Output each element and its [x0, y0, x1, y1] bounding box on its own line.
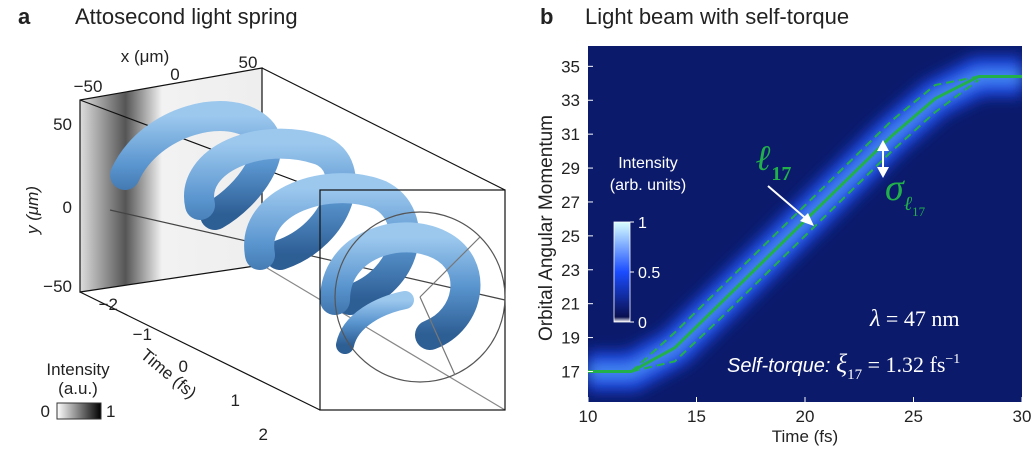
axis-label: y (μm)	[23, 186, 42, 235]
colorbar-label: Intensity	[46, 360, 110, 379]
colorbar-tick: 0	[41, 402, 50, 421]
y-tick-label: 33	[561, 91, 580, 110]
spring-loop	[110, 101, 282, 230]
annotation-part: λ	[869, 306, 880, 332]
annotation-part: ℓ	[904, 193, 913, 215]
colorbar-label: (a.u.)	[58, 379, 98, 398]
colorbar-tick-label: 0.5	[638, 265, 660, 282]
annotation-part: = 47 nm	[880, 306, 959, 331]
y-tick-label: 17	[561, 362, 580, 381]
panel-label: b	[540, 4, 553, 29]
tick-label: 0	[63, 198, 72, 217]
annotation-part: Self-torque:	[727, 355, 836, 377]
arrow-head	[800, 213, 814, 226]
light-spring	[110, 101, 481, 354]
y-tick-label: 21	[561, 295, 580, 314]
panel-title: Attosecond light spring	[75, 4, 298, 29]
arrow-head	[877, 140, 889, 178]
colorbar-label: Intensity	[618, 155, 678, 172]
colorbar-label: (arb. units)	[610, 177, 686, 194]
x-tick-label: 30	[1013, 407, 1032, 426]
y-tick-label: 25	[561, 227, 580, 246]
annotation-part: 17	[912, 204, 926, 219]
tick-label: 0	[179, 357, 188, 376]
annotation: σℓ17	[885, 167, 926, 219]
y-tick-label: 19	[561, 329, 580, 348]
panel-title: Light beam with self-torque	[585, 4, 849, 29]
annotation-part: −1	[945, 352, 960, 367]
y-tick-label: 23	[561, 261, 580, 280]
annotation-part: 17	[847, 367, 863, 383]
y-tick-label: 35	[561, 57, 580, 76]
y-tick-label: 27	[561, 193, 580, 212]
tick-label: −1	[133, 325, 152, 344]
sigma-line	[630, 75, 979, 373]
colorbar-tick: 1	[106, 402, 115, 421]
tick-label: −2	[99, 295, 118, 314]
axis-label: x (μm)	[121, 47, 170, 66]
colorbar	[613, 221, 631, 323]
x-axis-label: Time (fs)	[772, 427, 838, 446]
arrow	[767, 185, 811, 223]
x-tick-label: 20	[796, 407, 815, 426]
spring-loop	[244, 173, 419, 315]
colorbar	[56, 402, 102, 420]
spring-tail	[336, 291, 414, 354]
x-tick-label: 15	[687, 407, 706, 426]
x-tick-label: 25	[904, 407, 923, 426]
box-front	[319, 189, 506, 411]
tick-label: 0	[170, 65, 179, 84]
annotation: Self-torque: ξ17 = 1.32 fs−1	[727, 349, 960, 383]
y-tick-label: 29	[561, 159, 580, 178]
sigma-line	[631, 79, 980, 373]
axis-label: Time (fs)	[137, 345, 200, 402]
annotation: ℓ17	[756, 138, 791, 185]
colorbar-tick-label: 1	[638, 215, 647, 232]
tick-label: 50	[53, 115, 72, 134]
annotation-part: 17	[771, 163, 791, 185]
tick-label: 1	[231, 391, 240, 410]
x-tick-label: 10	[579, 407, 598, 426]
spring-loop	[184, 128, 356, 270]
annotation-part: = 1.32 fs	[862, 352, 945, 377]
y-tick-label: 31	[561, 125, 580, 144]
y-axis-label: Orbital Angular Momentum	[536, 115, 557, 341]
annotation-part: ξ	[836, 349, 848, 378]
panel-label: a	[18, 4, 31, 29]
tick-label: −50	[74, 77, 103, 96]
annotation-part: ℓ	[756, 138, 771, 178]
tick-label: 2	[259, 425, 268, 444]
colorbar-tick-label: 0	[638, 315, 647, 332]
tick-label: 50	[239, 53, 258, 72]
annotation-part: σ	[885, 167, 905, 209]
tick-label: −50	[43, 277, 72, 296]
spring-loop	[320, 222, 481, 350]
annotation: λ = 47 nm	[869, 306, 959, 332]
